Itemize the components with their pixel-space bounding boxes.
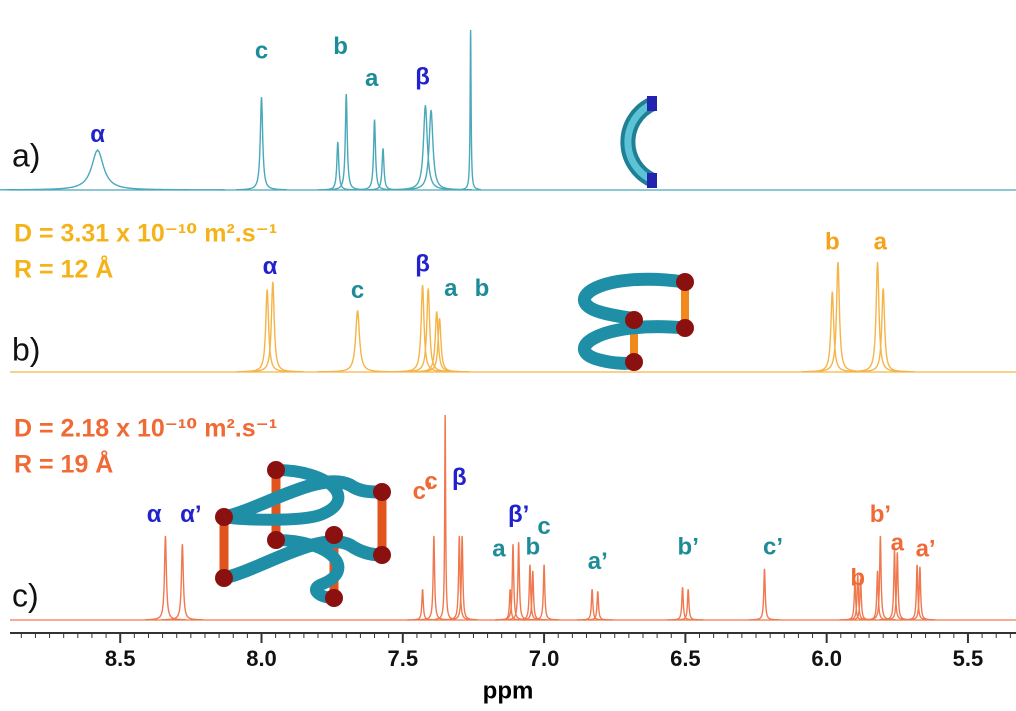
peak (576, 589, 608, 621)
peak (390, 109, 472, 191)
molecule-b (578, 272, 694, 371)
peak-label: α (90, 121, 105, 148)
peak (667, 587, 698, 621)
peak-label: b’ (678, 534, 699, 561)
x-tick-label: 8.5 (105, 646, 136, 671)
peak-label: a (444, 275, 458, 302)
peak-label: b (850, 564, 865, 591)
peak-label: b (333, 33, 348, 60)
molecule-a (620, 96, 657, 188)
peak (904, 566, 936, 621)
peak (582, 591, 614, 621)
peak-label: β’ (508, 501, 529, 528)
peak (672, 589, 704, 621)
peak-label: a (891, 529, 905, 556)
peak-label: a (492, 536, 506, 563)
peak-label: a’ (588, 548, 608, 575)
molecule-c (215, 461, 391, 607)
peak-label: a (365, 65, 379, 92)
peak (517, 570, 549, 621)
peak (145, 535, 186, 621)
info-text: R = 12 Å (14, 255, 113, 284)
info-text: D = 3.31 x 10⁻¹⁰ m².s⁻¹ (14, 220, 277, 248)
series-name: c) (12, 577, 39, 613)
series-name: b) (12, 331, 40, 367)
peak-label: α (147, 501, 162, 528)
x-tick-label: 6.0 (811, 646, 842, 671)
peak (0, 148, 225, 191)
peak-label: c (537, 513, 550, 540)
info-text: R = 19 Å (14, 450, 113, 479)
peak-label: c (424, 468, 437, 495)
peak (446, 535, 478, 621)
peak-label: β (415, 63, 430, 90)
peak (528, 564, 560, 621)
peak (749, 568, 780, 621)
x-tick-label: 7.0 (529, 646, 560, 671)
peak (407, 589, 438, 621)
peak (317, 141, 359, 191)
peak-label: β (415, 251, 430, 278)
x-tick-label: 6.5 (670, 646, 701, 671)
peak (236, 97, 287, 191)
info-text: D = 2.18 x 10⁻¹⁰ m².s⁻¹ (14, 415, 277, 443)
peak-label: b (525, 534, 540, 561)
peak (852, 288, 914, 373)
peak (409, 317, 471, 373)
x-axis-label: ppm (483, 677, 534, 704)
peak-label: α’ (180, 501, 201, 528)
peak-label: c (351, 277, 364, 304)
peak-label: a’ (916, 536, 936, 563)
series-name: a) (12, 137, 40, 173)
peak (460, 29, 481, 191)
peak-label: b (825, 229, 840, 256)
peak (242, 281, 304, 373)
x-tick-label: 8.0 (246, 646, 277, 671)
peak (162, 544, 203, 621)
peak-label: c (255, 38, 268, 65)
peak-label: b’ (870, 501, 891, 528)
x-tick-label: 5.5 (953, 646, 984, 671)
peak-label: α (263, 253, 278, 280)
x-tick-label: 7.5 (387, 646, 418, 671)
peak-label: β (452, 464, 467, 491)
peak-label: a (874, 229, 888, 256)
peak-label: c’ (413, 478, 433, 505)
peak-label: c’ (763, 534, 783, 561)
peak-label: b (475, 275, 490, 302)
peak (316, 310, 399, 373)
